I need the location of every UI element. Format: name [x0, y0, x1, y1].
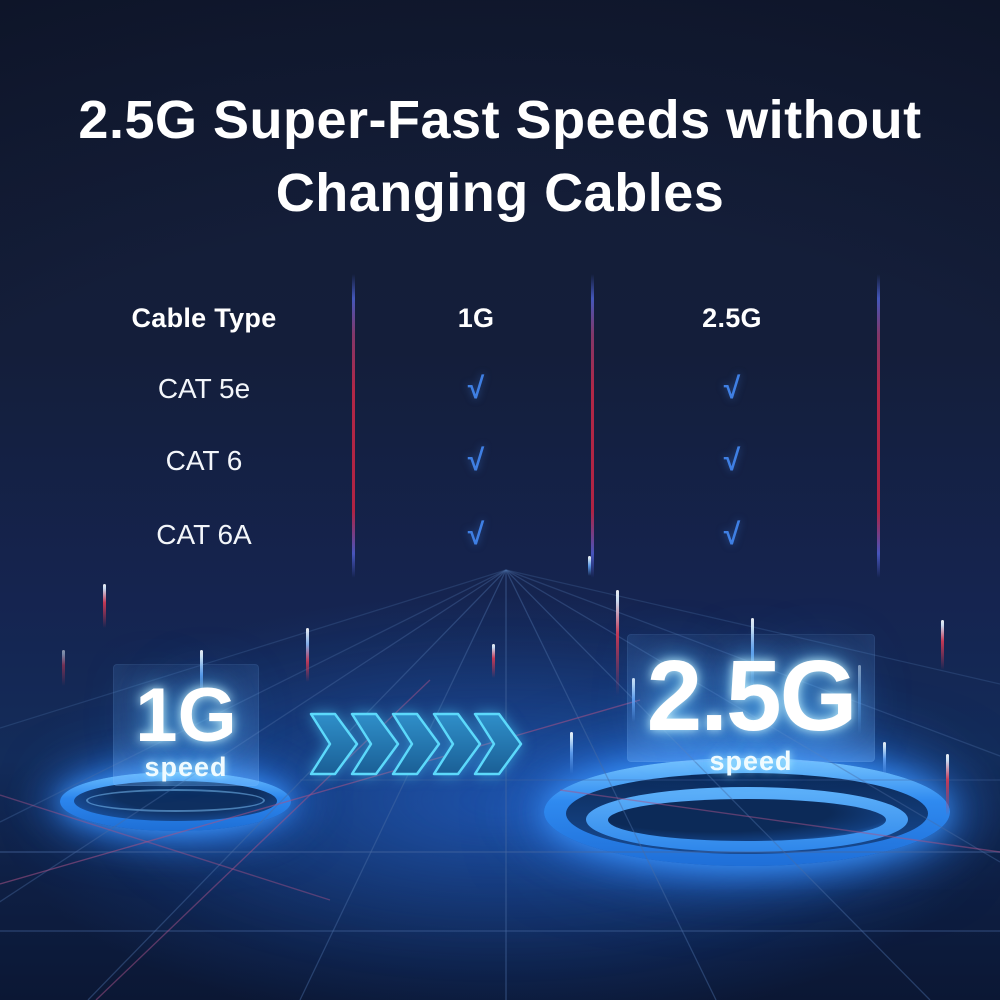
platform-ring-arc — [86, 789, 265, 812]
light-streak — [946, 754, 949, 816]
light-streak — [103, 584, 106, 628]
platform-ring-core — [608, 799, 886, 841]
chevron-right-icon — [432, 712, 482, 776]
2-5g-speed-label: speed — [709, 746, 793, 776]
cable-type-cell: CAT 6 — [165, 445, 243, 476]
column-divider-streak — [352, 274, 355, 578]
check-icon: √ — [467, 518, 485, 551]
column-divider-streak — [591, 274, 594, 578]
speed-upgrade-arrows — [308, 711, 524, 777]
light-streak — [588, 556, 591, 576]
light-streak — [941, 620, 944, 670]
light-streak — [616, 590, 619, 695]
1g-speed-label: speed — [144, 752, 228, 782]
table-header-1g: 1G — [457, 302, 495, 333]
check-icon: √ — [723, 518, 741, 551]
table-header-2-5g: 2.5G — [702, 302, 762, 333]
cable-type-cell: CAT 5e — [157, 373, 251, 404]
chevron-right-icon — [473, 712, 523, 776]
table-row: CAT 6 √ √ — [60, 438, 860, 484]
1g-speed-card: 1G speed — [113, 664, 259, 786]
1g-speed-value: 1G — [135, 673, 237, 758]
table-row: CAT 6A √ √ — [60, 512, 860, 558]
light-streak — [570, 732, 573, 774]
check-icon: √ — [723, 444, 741, 477]
light-streak — [751, 618, 754, 690]
table-header-row: Cable Type 1G 2.5G — [60, 296, 860, 340]
check-icon: √ — [467, 444, 485, 477]
light-streak — [200, 650, 203, 700]
chevron-right-icon — [309, 712, 359, 776]
column-divider-streak — [877, 274, 880, 578]
page-title: 2.5G Super-Fast Speeds without Changing … — [78, 90, 922, 223]
light-streak — [306, 628, 309, 682]
check-icon: √ — [467, 372, 485, 405]
chevron-right-icon — [350, 712, 400, 776]
light-streak — [858, 665, 861, 735]
check-icon: √ — [723, 372, 741, 405]
2-5g-speed-card: 2.5G speed — [627, 634, 875, 776]
light-streak — [492, 644, 495, 678]
2-5g-speed-value: 2.5G — [646, 640, 858, 752]
light-streak — [632, 678, 635, 722]
table-row: CAT 5e √ √ — [60, 366, 860, 412]
light-streak — [62, 650, 65, 686]
chevron-right-icon — [391, 712, 441, 776]
table-header-cable-type: Cable Type — [131, 302, 277, 333]
light-streak — [883, 742, 886, 776]
cable-type-cell: CAT 6A — [156, 519, 252, 550]
